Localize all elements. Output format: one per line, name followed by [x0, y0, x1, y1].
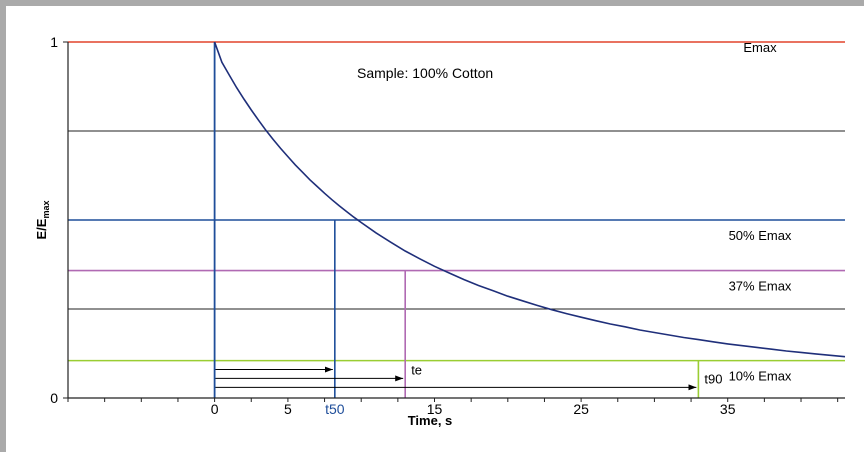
reference-line-label: 37% Emax — [729, 279, 792, 294]
reference-lines: Emax 50% Emax 37% Emax 10% Emax — [68, 40, 845, 384]
y-tick-label: 0 — [50, 390, 58, 406]
reference-line-label: Emax — [743, 40, 777, 55]
x-tick-label: 25 — [573, 401, 589, 417]
x-tick-label: 5 — [284, 401, 292, 417]
y-axis-label-subscript: max — [41, 201, 51, 219]
time-marker-label: t90 — [704, 371, 722, 386]
decay-curve — [213, 41, 846, 358]
reference-line-label: 50% Emax — [729, 228, 792, 243]
x-axis-marker-label: t50 — [325, 401, 345, 417]
x-tick-label: 15 — [427, 401, 443, 417]
x-axis-label: Time, s — [408, 413, 453, 428]
reference-line-label: 10% Emax — [729, 369, 792, 384]
sample-annotation: Sample: 100% Cotton — [357, 65, 493, 81]
y-axis-label: E/Emax — [34, 201, 51, 240]
time-marker-label: te — [411, 362, 422, 377]
time-markers: t50 te t90 — [213, 42, 722, 417]
axes: 0 1 0 5 15 25 35 — [50, 34, 845, 417]
x-tick-label: 35 — [720, 401, 736, 417]
x-tick-label: 0 — [211, 401, 219, 417]
decay-series-line — [213, 41, 846, 358]
svg-text:E/Emax: E/Emax — [34, 201, 51, 240]
y-tick-label: 1 — [50, 34, 58, 50]
y-axis-label-main: E/E — [34, 218, 49, 239]
